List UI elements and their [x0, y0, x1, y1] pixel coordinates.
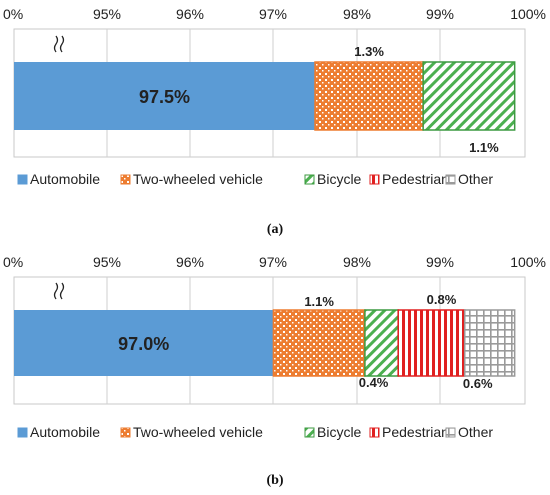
x-tick-label: 99% — [426, 254, 454, 270]
x-tick-label: 97% — [259, 6, 287, 22]
x-tick-labels: 0% 95% 96% 97% 98% 99% 100% — [3, 254, 546, 270]
legend-swatch — [304, 427, 315, 438]
legend-label: Bicycle — [317, 424, 362, 440]
axis-break-mark — [53, 35, 65, 53]
legend-label: Other — [458, 424, 493, 440]
x-tick-label: 100% — [510, 254, 546, 270]
x-tick-label: 0% — [3, 254, 23, 270]
legend: Automobile Two-wheeled vehicle Bicycle Pede… — [17, 424, 493, 440]
stacked-bar — [14, 61, 516, 131]
legend-swatch — [445, 427, 456, 438]
x-tick-labels: 0% 95% 96% 97% 98% 99% 100% — [3, 6, 546, 22]
x-tick-label: 96% — [176, 254, 204, 270]
x-tick-label: 96% — [176, 6, 204, 22]
legend-swatch — [369, 427, 380, 438]
bar-segment-bicycle — [422, 61, 516, 131]
legend-label: Two-wheeled vehicle — [133, 171, 263, 187]
axis-break-mark — [53, 282, 65, 300]
legend-swatch — [369, 174, 380, 185]
legend-label: Pedestrian — [382, 171, 449, 187]
legend: Automobile Two-wheeled vehicle Bicycle Pede… — [17, 171, 493, 187]
data-labels: 97.0% 1.1% 0.4% 0.8% 0.6% — [118, 292, 493, 391]
chart-panel-a: 0% 95% 96% 97% 98% 99% 100% 97.5% 1.3% 1.1% Auto… — [3, 6, 546, 237]
legend-swatch — [304, 174, 315, 185]
legend-swatch — [120, 174, 131, 185]
legend-swatch — [120, 427, 131, 438]
x-tick-label: 95% — [93, 254, 121, 270]
x-tick-label: 0% — [3, 6, 23, 22]
x-tick-label: 99% — [426, 6, 454, 22]
data-label: 97.5% — [139, 87, 190, 107]
data-label: 1.1% — [469, 140, 499, 155]
data-label: 0.4% — [359, 375, 389, 390]
legend-label: Pedestrian — [382, 424, 449, 440]
x-tick-label: 98% — [343, 254, 371, 270]
legend-label: Automobile — [30, 424, 100, 440]
bar-segment-automobile — [14, 310, 274, 376]
bar-segment-two-wheeled-vehicle — [272, 309, 366, 377]
data-label: 1.1% — [304, 294, 334, 309]
chart-panel-b: 0% 95% 96% 97% 98% 99% 100% 97.0% 1.1% 0.4% 0.8% 0… — [3, 254, 546, 488]
legend-swatch — [17, 427, 28, 438]
data-label: 97.0% — [118, 334, 169, 354]
legend-label: Other — [458, 171, 493, 187]
panel-caption: (a) — [267, 222, 284, 237]
data-labels: 97.5% 1.3% 1.1% — [139, 44, 499, 155]
data-label: 0.8% — [427, 292, 457, 307]
data-label: 1.3% — [354, 44, 384, 59]
legend-label: Bicycle — [317, 171, 362, 187]
legend-swatch — [17, 174, 28, 185]
x-tick-label: 100% — [510, 6, 546, 22]
x-tick-label: 95% — [93, 6, 121, 22]
panel-caption: (b) — [266, 473, 283, 488]
x-tick-label: 98% — [343, 6, 371, 22]
x-tick-label: 97% — [259, 254, 287, 270]
legend-swatch — [445, 174, 456, 185]
bar-segment-bicycle — [364, 309, 399, 377]
data-label: 0.6% — [463, 376, 493, 391]
legend-label: Two-wheeled vehicle — [133, 424, 263, 440]
bar-segment-other — [464, 309, 516, 377]
bar-segment-two-wheeled-vehicle — [314, 61, 424, 131]
bar-segment-automobile — [14, 62, 315, 130]
bar-segment-pedestrian — [397, 309, 466, 377]
legend-label: Automobile — [30, 171, 100, 187]
stacked-bar — [14, 309, 516, 377]
